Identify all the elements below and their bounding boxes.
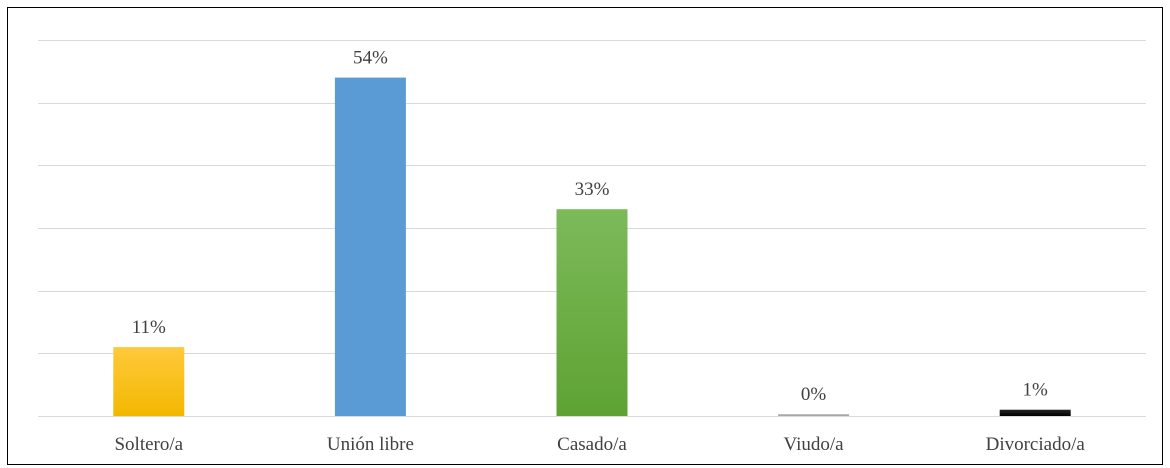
bar-casado-a (556, 209, 628, 416)
data-label: 33% (575, 179, 610, 200)
bar-soltero-a (113, 347, 185, 416)
data-label: 0% (801, 384, 827, 405)
data-label: 11% (132, 317, 166, 338)
bar-divorciado-a (999, 409, 1071, 416)
category-labels: Soltero/a Unión libre Casado/a Viudo/a Divor… (114, 434, 1085, 455)
category-label: Soltero/a (114, 434, 183, 455)
data-label: 1% (1023, 380, 1049, 401)
bar-uni-n-libre (334, 77, 406, 416)
data-labels: 11% 54% 33% 0% 1% (132, 48, 1048, 405)
bars (113, 77, 1071, 416)
data-label: 54% (353, 48, 388, 69)
category-label: Viudo/a (784, 434, 845, 455)
gridlines (38, 40, 1146, 417)
category-label: Unión libre (327, 434, 414, 455)
category-label: Divorciado/a (986, 434, 1086, 455)
category-label: Casado/a (557, 434, 627, 455)
bar-viudo-a (778, 414, 850, 416)
